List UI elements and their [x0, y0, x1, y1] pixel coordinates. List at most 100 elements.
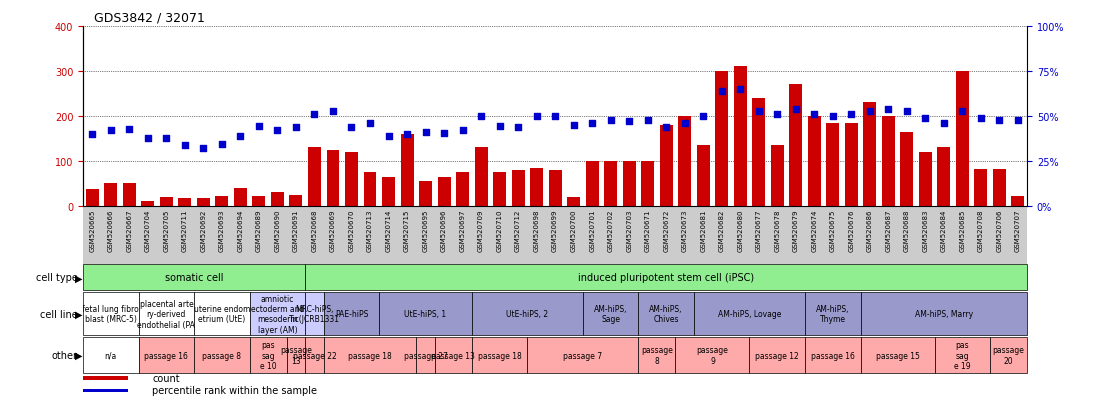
Text: pas
sag
e 10: pas sag e 10 [260, 340, 277, 370]
Text: passage 7: passage 7 [563, 351, 603, 360]
Bar [305, 337, 324, 373]
Point [972, 116, 989, 122]
Text: GSM520687: GSM520687 [885, 209, 891, 252]
Bar [83, 292, 138, 336]
Bar [401, 135, 413, 206]
Text: GSM520666: GSM520666 [107, 209, 114, 252]
Point [435, 131, 453, 137]
Text: GSM520673: GSM520673 [681, 209, 688, 252]
Text: GSM520704: GSM520704 [145, 209, 151, 252]
Point [287, 125, 305, 131]
Text: AM-hiPS,
Sage: AM-hiPS, Sage [594, 304, 627, 323]
Text: ▶: ▶ [74, 350, 82, 360]
Point [472, 113, 490, 120]
Text: GSM520703: GSM520703 [626, 209, 633, 252]
Text: fetal lung fibro
blast (MRC-5): fetal lung fibro blast (MRC-5) [82, 304, 140, 323]
Bar [808, 116, 821, 206]
Text: GSM520685: GSM520685 [960, 209, 965, 252]
Text: GSM520686: GSM520686 [866, 209, 873, 252]
Text: passage 22: passage 22 [293, 351, 337, 360]
Text: GSM520707: GSM520707 [1015, 209, 1020, 252]
Text: passage 18: passage 18 [348, 351, 392, 360]
Bar [142, 201, 154, 206]
Bar [863, 103, 876, 206]
Point [232, 133, 249, 140]
Text: passage
13: passage 13 [280, 346, 312, 365]
Text: passage 12: passage 12 [756, 351, 799, 360]
Point [361, 120, 379, 127]
Text: passage 16: passage 16 [811, 351, 854, 360]
Bar [249, 292, 305, 336]
Bar [956, 72, 968, 206]
Text: GSM520708: GSM520708 [978, 209, 984, 252]
Text: passage 16: passage 16 [144, 351, 188, 360]
Text: GSM520700: GSM520700 [571, 209, 576, 252]
Point [954, 109, 972, 116]
Bar [271, 193, 284, 206]
Bar [733, 67, 747, 206]
Point [380, 133, 398, 140]
Text: GSM520690: GSM520690 [275, 209, 280, 252]
Bar [83, 389, 129, 392]
Text: GDS3842 / 32071: GDS3842 / 32071 [94, 12, 205, 25]
Bar [324, 292, 379, 336]
Point [861, 109, 879, 116]
Text: GSM520714: GSM520714 [386, 209, 391, 252]
Bar [363, 173, 377, 206]
Bar [379, 292, 472, 336]
Point [935, 120, 953, 127]
Bar [642, 161, 654, 206]
Text: amniotic
ectoderm and
mesoderm
layer (AM): amniotic ectoderm and mesoderm layer (AM… [250, 294, 304, 334]
Text: UtE-hiPS, 1: UtE-hiPS, 1 [404, 309, 447, 318]
Bar [548, 171, 562, 206]
Point [157, 135, 175, 142]
Bar [493, 173, 506, 206]
Bar [215, 197, 228, 206]
Text: somatic cell: somatic cell [165, 273, 224, 283]
Point [657, 125, 675, 131]
Text: GSM520694: GSM520694 [237, 209, 244, 252]
Bar [138, 337, 194, 373]
Bar [83, 376, 129, 380]
Text: percentile rank within the sample: percentile rank within the sample [152, 385, 317, 395]
Point [527, 113, 545, 120]
Bar [512, 171, 524, 206]
Text: GSM520665: GSM520665 [90, 209, 95, 252]
Text: GSM520682: GSM520682 [719, 209, 725, 252]
Bar [234, 188, 247, 206]
Bar [253, 197, 266, 206]
Text: GSM520706: GSM520706 [996, 209, 1003, 252]
Text: passage
9: passage 9 [697, 346, 728, 365]
Text: ▶: ▶ [74, 273, 82, 283]
Bar [974, 170, 987, 206]
Text: AM-hiPS,
Thyme: AM-hiPS, Thyme [815, 304, 850, 323]
Point [565, 122, 583, 129]
Bar [419, 182, 432, 206]
Bar [104, 184, 117, 206]
Bar [638, 337, 676, 373]
Text: AM-hiPS, Marry: AM-hiPS, Marry [915, 309, 973, 318]
Bar [993, 170, 1006, 206]
Bar [991, 337, 1027, 373]
Text: GSM520668: GSM520668 [311, 209, 318, 252]
Point [121, 127, 138, 133]
Bar [749, 337, 806, 373]
Text: GSM520691: GSM520691 [293, 209, 299, 252]
Text: GSM520713: GSM520713 [367, 209, 373, 252]
Bar [567, 197, 581, 206]
Text: passage
20: passage 20 [993, 346, 1025, 365]
Bar [678, 116, 691, 206]
Text: AM-hiPS, Lovage: AM-hiPS, Lovage [718, 309, 781, 318]
Text: cell line: cell line [40, 309, 78, 319]
Text: UtE-hiPS, 2: UtE-hiPS, 2 [506, 309, 548, 318]
Point [250, 123, 268, 130]
Bar [249, 337, 287, 373]
Text: GSM520684: GSM520684 [941, 209, 947, 252]
Point [824, 113, 842, 120]
Bar [937, 148, 951, 206]
Bar [194, 337, 249, 373]
Bar [324, 337, 417, 373]
Text: passage
8: passage 8 [640, 346, 673, 365]
Bar [472, 337, 527, 373]
Bar [694, 292, 806, 336]
